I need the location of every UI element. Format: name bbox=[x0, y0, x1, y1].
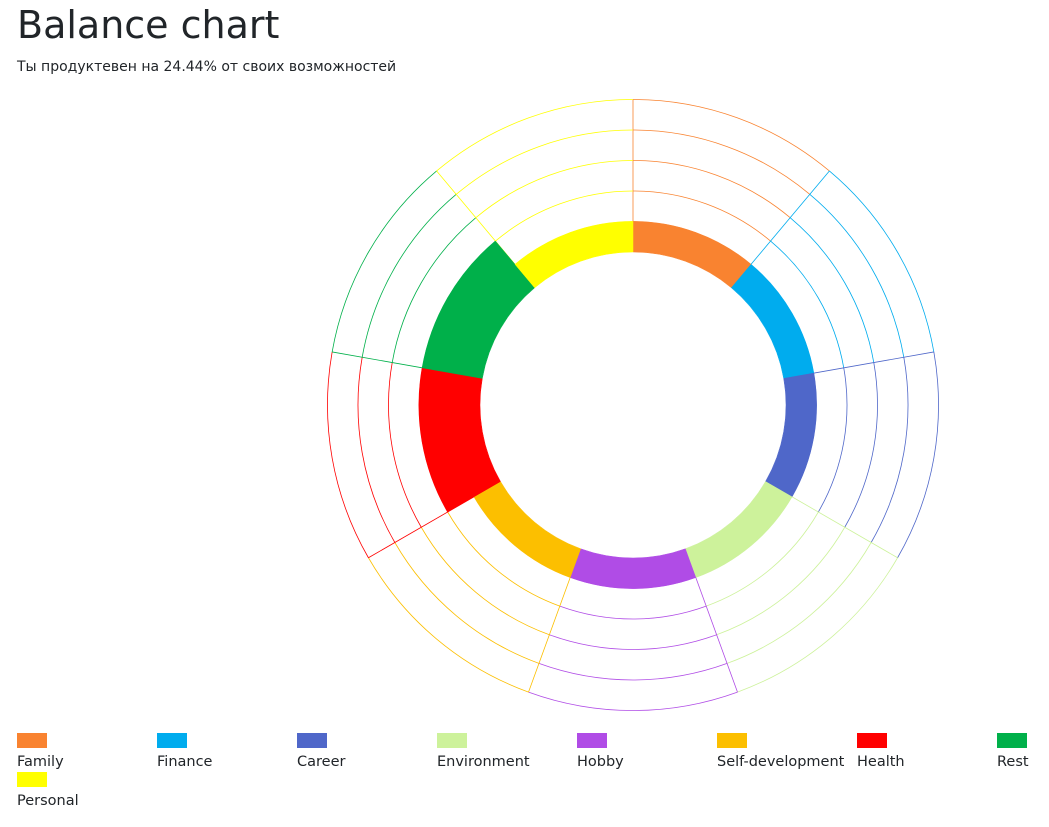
legend-swatch-family bbox=[17, 733, 47, 748]
grid-arc-self-development-2 bbox=[447, 511, 560, 607]
legend-item-finance[interactable]: Finance bbox=[157, 733, 297, 771]
legend-swatch-health bbox=[857, 733, 887, 748]
grid-arc-health-5 bbox=[327, 351, 369, 558]
grid-arc-hobby-2 bbox=[559, 605, 707, 620]
grid-arc-personal-5 bbox=[436, 99, 634, 172]
grid-arc-environment-5 bbox=[737, 557, 898, 693]
legend-swatch-finance bbox=[157, 733, 187, 748]
segment-self-development-level-1[interactable] bbox=[473, 481, 581, 578]
grid-arc-family-2 bbox=[632, 190, 771, 242]
legend-label-rest: Rest bbox=[997, 754, 1029, 770]
legend-item-health[interactable]: Health bbox=[857, 733, 997, 771]
grid-arc-finance-4 bbox=[809, 194, 905, 358]
grid-arc-hobby-4 bbox=[538, 663, 728, 681]
legend-swatch-self-development bbox=[717, 733, 747, 748]
grid-arc-family-4 bbox=[632, 129, 811, 195]
legend-swatch-environment bbox=[437, 733, 467, 748]
page-title: Balance chart bbox=[17, 3, 280, 47]
grid-arc-finance-5 bbox=[829, 170, 935, 353]
grid-arc-finance-3 bbox=[789, 217, 875, 363]
legend-item-personal[interactable]: Personal bbox=[17, 772, 157, 810]
segment-finance-level-1[interactable] bbox=[730, 264, 815, 379]
grid-arc-health-4 bbox=[357, 357, 396, 543]
grid-arc-personal-3 bbox=[475, 160, 634, 219]
legend-item-environment[interactable]: Environment bbox=[437, 733, 577, 771]
legend-swatch-career bbox=[297, 733, 327, 748]
grid-arc-health-3 bbox=[388, 362, 422, 528]
legend-label-personal: Personal bbox=[17, 793, 79, 809]
legend-label-health: Health bbox=[857, 754, 905, 770]
grid-arc-environment-3 bbox=[716, 527, 846, 636]
legend-label-self-development: Self-development bbox=[717, 754, 845, 770]
grid-arc-family-3 bbox=[632, 160, 791, 219]
legend-label-family: Family bbox=[17, 754, 64, 770]
legend-swatch-rest bbox=[997, 733, 1027, 748]
grid-arc-finance-2 bbox=[770, 240, 845, 368]
legend-label-finance: Finance bbox=[157, 754, 213, 770]
grid-arc-rest-4 bbox=[361, 194, 457, 358]
grid-arc-career-2 bbox=[817, 367, 848, 513]
legend-item-self-development[interactable]: Self-development bbox=[717, 733, 857, 771]
segment-hobby-level-1[interactable] bbox=[569, 548, 697, 589]
legend-item-rest[interactable]: Rest bbox=[997, 733, 1049, 771]
productivity-summary: Ты продуктевен на 24.44% от своих возмож… bbox=[17, 59, 397, 75]
grid-arc-environment-2 bbox=[706, 511, 819, 607]
segment-family-level-1[interactable] bbox=[632, 221, 752, 289]
grid-arc-environment-4 bbox=[726, 542, 872, 664]
segment-personal-level-1[interactable] bbox=[514, 221, 634, 289]
grid-arc-rest-5 bbox=[331, 170, 437, 353]
legend-label-hobby: Hobby bbox=[577, 754, 624, 770]
legend-swatch-hobby bbox=[577, 733, 607, 748]
segment-environment-level-1[interactable] bbox=[685, 481, 793, 578]
legend-swatch-personal bbox=[17, 772, 47, 787]
grid-arc-self-development-5 bbox=[368, 557, 529, 693]
legend-item-hobby[interactable]: Hobby bbox=[577, 733, 717, 771]
legend-item-career[interactable]: Career bbox=[297, 733, 437, 771]
grid-arc-self-development-3 bbox=[420, 527, 550, 636]
grid-arc-rest-3 bbox=[391, 217, 477, 363]
chart-segments bbox=[418, 221, 817, 589]
grid-arc-career-4 bbox=[870, 357, 909, 543]
segment-rest-level-2[interactable] bbox=[421, 240, 516, 374]
grid-arc-hobby-3 bbox=[549, 634, 717, 650]
grid-arc-personal-2 bbox=[495, 190, 634, 242]
grid-arc-career-3 bbox=[844, 362, 878, 528]
legend-item-family[interactable]: Family bbox=[17, 733, 157, 771]
grid-arc-hobby-5 bbox=[528, 691, 738, 711]
legend-label-environment: Environment bbox=[437, 754, 530, 770]
grid-arc-career-5 bbox=[897, 351, 939, 558]
balance-chart bbox=[327, 99, 939, 711]
segment-career-level-1[interactable] bbox=[765, 372, 817, 498]
grid-arc-personal-4 bbox=[455, 129, 634, 195]
grid-arc-family-5 bbox=[632, 99, 830, 172]
grid-arc-self-development-4 bbox=[394, 542, 540, 664]
legend-label-career: Career bbox=[297, 754, 346, 770]
